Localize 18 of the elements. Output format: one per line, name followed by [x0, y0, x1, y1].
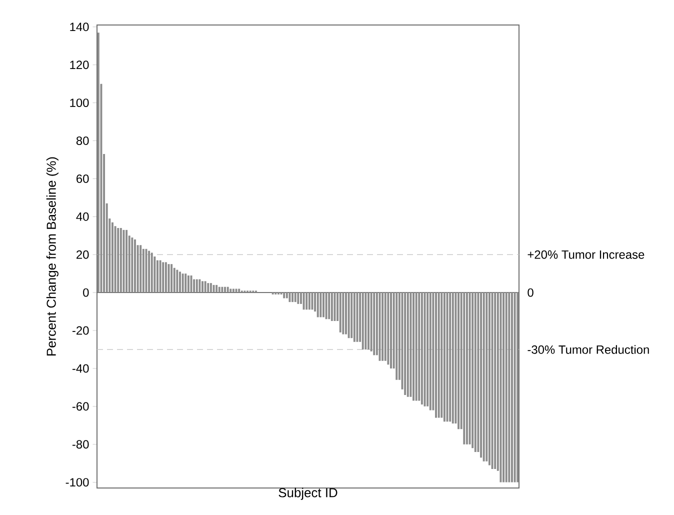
y-tick-label: -100 [66, 478, 89, 487]
y-tick-label: 140 [70, 22, 89, 32]
y-tick-label: -80 [72, 440, 89, 449]
y-tick-label: -40 [72, 364, 89, 373]
y-tick-label: 60 [76, 174, 89, 183]
y-tick-label: 20 [76, 250, 89, 259]
ref-line-label: +20% Tumor Increase [528, 250, 644, 259]
y-tick-label: -20 [72, 326, 89, 335]
y-tick-label: 40 [76, 212, 89, 221]
ref-line-label: 0 [528, 288, 534, 297]
y-tick-label: 0 [83, 288, 89, 297]
y-tick-label: 80 [76, 136, 89, 145]
ref-line-label: -30% Tumor Reduction [528, 345, 649, 354]
x-axis-title: Subject ID [278, 488, 338, 500]
y-tick-label: 120 [70, 60, 89, 70]
y-tick-label: -60 [72, 402, 89, 411]
y-tick-label: 100 [70, 98, 89, 108]
y-axis-title: Percent Change from Baseline (%) [46, 157, 58, 356]
